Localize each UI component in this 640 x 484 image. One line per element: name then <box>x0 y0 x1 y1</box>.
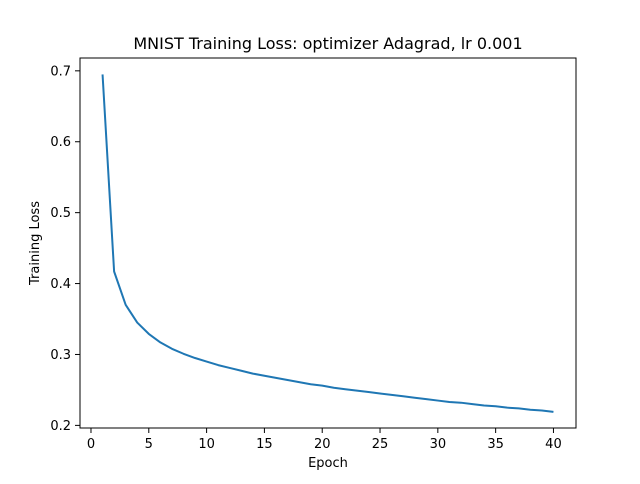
x-tick-label: 30 <box>430 437 447 452</box>
y-tick-label: 0.6 <box>50 135 71 150</box>
chart-title: MNIST Training Loss: optimizer Adagrad, … <box>133 34 522 53</box>
y-tick-label: 0.2 <box>50 419 71 434</box>
x-tick-label: 35 <box>487 437 504 452</box>
x-tick-label: 25 <box>372 437 389 452</box>
x-axis-label: Epoch <box>308 456 348 471</box>
x-tick-label: 15 <box>256 437 273 452</box>
x-tick-label: 0 <box>87 437 95 452</box>
x-tick-label: 5 <box>145 437 153 452</box>
x-tick-label: 20 <box>314 437 331 452</box>
x-tick-label: 40 <box>545 437 562 452</box>
y-tick-label: 0.5 <box>50 206 71 221</box>
x-tick-label: 10 <box>198 437 215 452</box>
y-tick-label: 0.3 <box>50 348 71 363</box>
y-axis-label: Training Loss <box>28 201 43 286</box>
y-tick-label: 0.4 <box>50 277 71 292</box>
y-tick-label: 0.7 <box>50 64 71 79</box>
